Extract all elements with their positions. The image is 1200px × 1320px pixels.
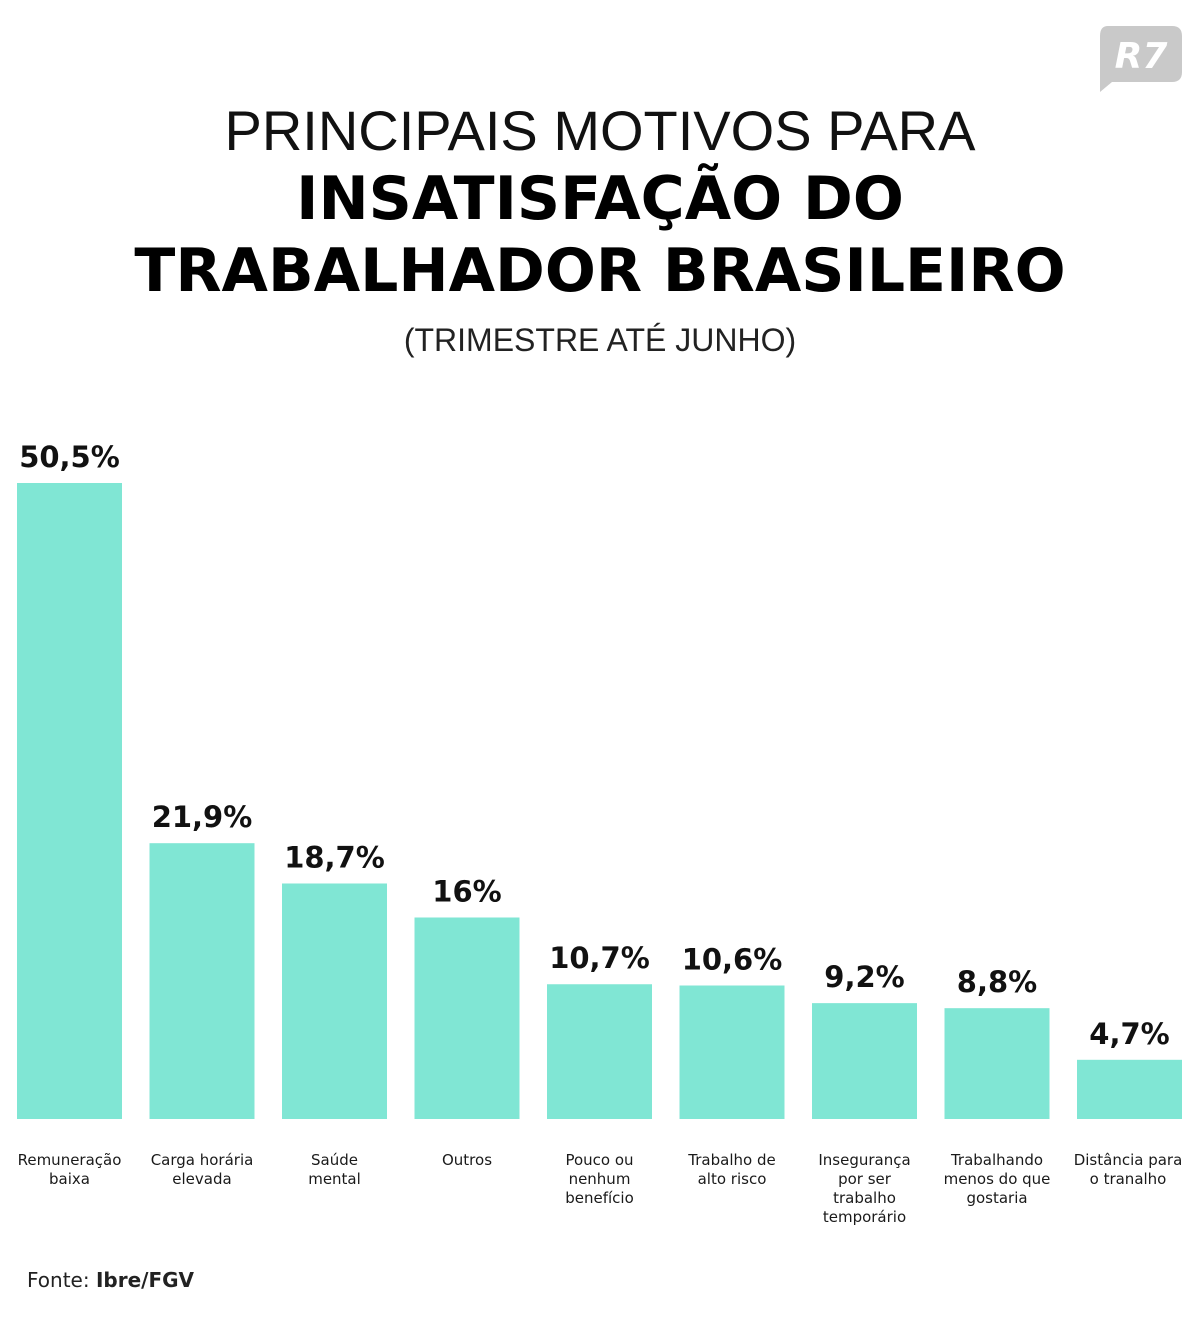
value-label-8: 4,7% — [1089, 1017, 1169, 1051]
value-label-3: 16% — [432, 874, 501, 908]
value-label-6: 9,2% — [824, 960, 904, 994]
subtitle: (TRIMESTRE ATÉ JUNHO) — [403, 322, 797, 358]
value-label-0: 50,5% — [19, 440, 120, 474]
source-name: Ibre/FGV — [95, 1268, 194, 1292]
category-label-2: Saúde mental — [308, 1151, 361, 1188]
bar-5 — [679, 985, 785, 1119]
category-label-1: Carga horária elevada — [151, 1151, 254, 1188]
category-label-3: Outros — [442, 1151, 492, 1169]
source-note: Fonte: Ibre/FGV — [27, 1268, 194, 1292]
r7-logo-text: R7 — [1115, 36, 1168, 77]
source-prefix: Fonte: — [27, 1268, 90, 1292]
category-label-0: Remuneração baixa — [18, 1151, 122, 1188]
category-label-6: Insegurança por ser trabalho temporário — [818, 1151, 910, 1226]
value-label-2: 18,7% — [284, 840, 385, 874]
bar-6 — [812, 1003, 917, 1119]
bar-0 — [17, 483, 122, 1119]
value-label-1: 21,9% — [152, 800, 253, 834]
bar-8 — [1077, 1059, 1182, 1119]
value-label-7: 8,8% — [957, 965, 1037, 999]
bar-chart: 50,5% Remuneração baixa 21,9% Carga horária e… — [17, 440, 1183, 1226]
title-line-3: TRABALHADOR BRASILEIRO — [134, 236, 1066, 306]
category-label-8: Distância para o tranalho — [1074, 1151, 1183, 1188]
category-label-7: Trabalhando menos do que gostaria — [944, 1151, 1051, 1207]
bar-7 — [944, 1008, 1050, 1119]
category-label-5: Trabalho de alto risco — [687, 1151, 775, 1188]
value-label-5: 10,6% — [682, 943, 783, 977]
title-line-1: PRINCIPAIS MOTIVOS PARA — [224, 99, 976, 162]
r7-logo: R7 — [1100, 26, 1182, 92]
value-label-4: 10,7% — [549, 941, 650, 975]
bar-1 — [149, 843, 255, 1119]
bar-3 — [414, 917, 520, 1119]
bar-4 — [547, 984, 652, 1119]
title-line-2: INSATISFAÇÃO DO — [296, 164, 904, 234]
category-label-4: Pouco ou nenhum benefício — [565, 1151, 634, 1207]
bar-2 — [282, 883, 387, 1119]
